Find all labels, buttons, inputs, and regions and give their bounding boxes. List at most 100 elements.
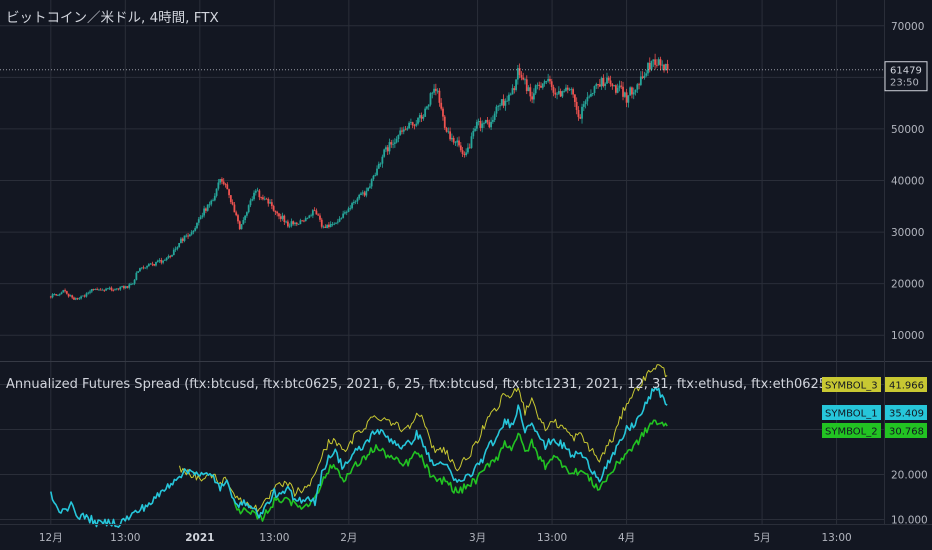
candle-body [506,100,509,102]
candle-body [244,215,247,221]
candle-body [440,102,443,109]
candle-body [386,147,389,152]
candle-body [356,198,359,202]
candle-body [272,206,275,211]
candle-body [625,92,628,103]
candle-body [436,90,439,92]
candle-body [534,85,537,94]
candle-body [545,81,548,82]
candle-body [388,142,391,152]
candle-body [62,290,65,293]
time-tick-label: 5月 [753,532,770,544]
candle-body [456,140,459,143]
candle-body [540,85,542,88]
candle-body [541,83,544,88]
candle-body [342,213,345,218]
price-tick-label: 70000 [891,21,924,33]
candle-body [285,221,288,223]
candle-body [654,59,657,65]
candle-body [598,84,601,87]
candle-body [354,201,357,203]
candle-body [98,289,100,291]
series-badge-symbol-2: SYMBOL_2 30.768 [822,423,927,438]
candle-body [360,193,362,195]
candle-body [618,85,621,88]
candle-body [112,290,115,291]
candle-body [135,272,138,280]
candle-body [222,181,225,185]
candle-body [604,83,607,86]
candle-body [311,210,314,216]
candle-body [351,203,353,209]
candle-body [536,84,539,86]
candle-body [367,187,370,191]
candle-body [590,94,592,97]
candle-body [301,220,304,222]
candle-body [203,208,206,216]
candle-body [543,81,546,84]
bar-countdown: 23:50 [890,78,919,89]
candle-body [415,123,418,126]
candle-body [368,186,371,188]
candle-body [549,78,551,82]
candle-body [490,121,493,128]
candle-body [424,108,427,117]
candle-body [213,195,216,201]
candle-body [169,256,172,257]
candle-body [586,97,589,102]
candle-body [119,286,122,290]
candle-body [652,59,655,62]
time-tick-label: 2月 [340,532,357,544]
candle-body [527,87,530,92]
candle-body [160,260,163,263]
candle-body [131,283,134,285]
series-badge-symbol-3: SYMBOL_3 41.966 [822,377,927,392]
candle-body [146,266,148,268]
candle-body [491,119,494,122]
candle-body [393,142,396,144]
candle-body [326,224,329,228]
candle-body [392,143,394,145]
candle-body [511,88,514,95]
time-tick-label: 4月 [618,532,635,544]
candle-body [515,79,517,90]
candle-body [290,221,293,226]
candle-body [267,199,270,204]
candle-body [647,62,649,74]
candle-body [472,130,475,137]
candle-body [349,208,352,210]
candle-body [80,296,83,299]
candle-body [335,222,337,224]
candle-body [520,74,523,78]
candle-body [73,297,75,300]
candle-body [399,130,402,135]
candle-body [426,106,428,109]
candle-body [286,221,289,227]
candle-body [632,92,635,95]
candle-body [87,292,90,294]
candle-body [524,79,526,81]
price-tick-label: 40000 [891,176,924,188]
candle-body [461,150,464,154]
candle-body [183,235,186,241]
candle-body [74,298,77,300]
candle-body [155,261,157,266]
candle-body [110,287,113,291]
candle-body [181,238,184,241]
candle-body [262,197,264,200]
candle-body [561,91,564,97]
candle-body [171,255,173,257]
series-name-label: SYMBOL_2 [825,427,878,438]
candle-body [130,284,132,285]
candle-body [493,113,496,120]
candle-body [278,213,280,217]
candle-body [404,129,407,131]
time-axis[interactable]: 12月 13:00 2021 13:00 2月 3月 13:00 4月 5月 13:00 [39,532,852,544]
candle-body [190,232,193,235]
series-value-label: 41.966 [889,381,924,392]
series-name-label: SYMBOL_3 [825,381,878,392]
candle-body [431,92,434,94]
candle-body [58,294,61,296]
candle-body [616,87,619,93]
candle-body [180,238,182,243]
